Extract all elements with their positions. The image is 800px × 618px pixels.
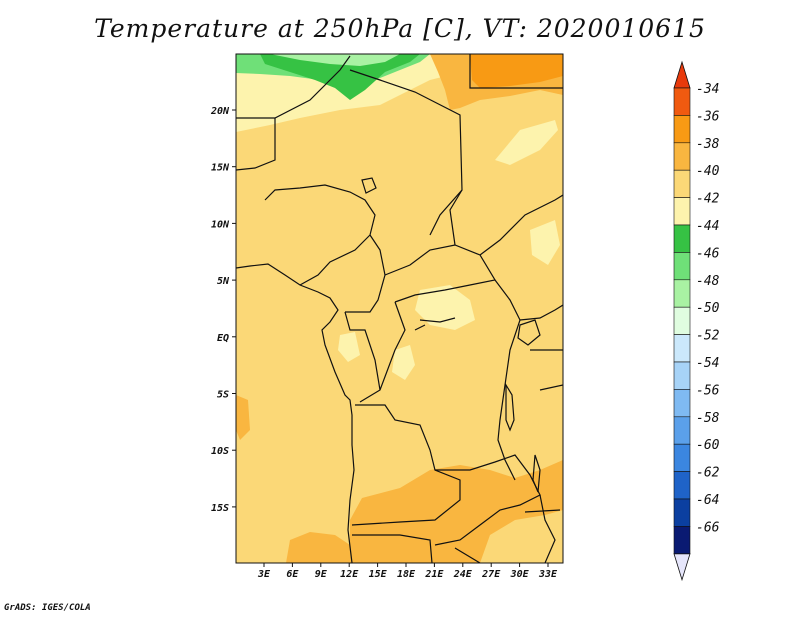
lake-victoria <box>517 319 541 346</box>
lat-tick-label: 5S <box>217 390 229 401</box>
colorbar-bottom-arrow <box>673 553 691 582</box>
colorbar-level-label: -34 <box>696 82 719 97</box>
longitude-axis: 3E 6E 9E 12E 15E 18E 21E 24E 27E 30E 33E <box>257 563 558 580</box>
colorbar-level-label: -36 <box>696 109 720 124</box>
colorbar-segment <box>673 142 691 171</box>
lat-tick-label: 5N <box>217 276 230 287</box>
colorbar-segment <box>673 169 691 198</box>
lon-tick-label: 18E <box>397 569 416 580</box>
lat-tick-label: 15N <box>211 163 230 174</box>
border-libya-algeria <box>236 55 351 119</box>
colorbar-segment <box>673 498 691 527</box>
colorbar-top-arrow <box>673 60 691 89</box>
border-congo <box>344 301 406 403</box>
field-base-southeast <box>480 510 563 563</box>
field-cool-central-2 <box>392 345 415 380</box>
border-drc-east <box>494 279 521 481</box>
colorbar-level-label: -44 <box>696 219 719 234</box>
field-warmer-northeast <box>470 54 563 88</box>
temperature-field <box>236 54 563 563</box>
colorbar-level-label: -64 <box>696 493 719 508</box>
border-mozambique <box>524 494 561 563</box>
grads-credit: GrADS: IGES/COLA <box>4 603 91 613</box>
colorbar-segment <box>673 252 691 281</box>
lat-tick-label: 20N <box>210 106 230 117</box>
border-cameroon <box>345 234 386 313</box>
colorbar-segment <box>673 306 691 335</box>
colorbar-segment <box>673 279 691 308</box>
colorbar-segment <box>673 416 691 445</box>
colorbar-level-label: -42 <box>696 192 720 207</box>
colorbar-segment <box>673 471 691 500</box>
colorbar-level-label: -38 <box>696 137 720 152</box>
lat-tick-label: EQ <box>217 333 229 344</box>
lon-tick-label: 33E <box>538 569 558 580</box>
border-sudan-south <box>449 189 563 256</box>
border-niger-nigeria <box>236 118 276 171</box>
lat-tick-label: 10S <box>211 446 229 457</box>
border-chad-libya <box>349 69 463 236</box>
lon-tick-label: 30E <box>510 569 530 580</box>
colorbar-segment <box>673 87 691 116</box>
colorbar: -34 -36 -38 -40 -42 -44 -46 -48 -50 -52 -54 -56 -58 -… <box>673 60 720 582</box>
lon-tick-label: 12E <box>340 569 359 580</box>
colorbar-level-label: -56 <box>696 383 720 398</box>
colorbar-level-label: -50 <box>696 301 720 316</box>
colorbar-segment <box>673 526 691 555</box>
congo-river <box>414 317 456 331</box>
latitude-axis: 20N 15N 10N 5N EQ 5S 10S 15S <box>210 106 236 514</box>
lake-chad <box>361 177 377 194</box>
lon-tick-label: 21E <box>424 569 444 580</box>
colorbar-segment <box>673 197 691 226</box>
lon-tick-label: 15E <box>369 569 388 580</box>
colorbar-level-label: -60 <box>696 438 720 453</box>
colorbar-segment <box>673 334 691 363</box>
field-cool-east-2 <box>530 220 560 265</box>
border-nigeria <box>264 184 376 286</box>
country-borders <box>236 54 563 563</box>
colorbar-segment <box>673 389 691 418</box>
border-car <box>384 244 496 303</box>
coastline-west <box>236 263 355 563</box>
colorbar-segment <box>673 443 691 472</box>
colorbar-segment <box>673 361 691 390</box>
colorbar-level-label: -46 <box>696 246 720 261</box>
field-cool-central <box>415 285 475 330</box>
map-title: Temperature at 250hPa [C], VT: 202001061… <box>94 14 706 43</box>
lon-tick-label: 24E <box>453 569 473 580</box>
colorbar-level-label: -62 <box>696 466 720 481</box>
colorbar-level-label: -52 <box>696 329 720 344</box>
lon-tick-label: 6E <box>286 569 299 580</box>
lat-tick-label: 15S <box>211 503 229 514</box>
field-warm-west <box>236 395 250 440</box>
colorbar-level-label: -48 <box>696 274 720 289</box>
border-namibia <box>352 534 481 563</box>
colorbar-segment <box>673 224 691 253</box>
field-cool-east <box>495 120 558 165</box>
colorbar-segment <box>673 115 691 144</box>
lake-tanganyika <box>505 382 515 432</box>
lon-tick-label: 3E <box>257 569 271 580</box>
border-egypt-sudan <box>469 54 563 89</box>
colorbar-level-label: -58 <box>696 411 720 426</box>
colorbar-level-label: -66 <box>696 520 720 535</box>
colorbar-level-label: -54 <box>696 356 719 371</box>
border-east-africa <box>519 304 563 391</box>
lon-tick-label: 27E <box>481 569 501 580</box>
lon-tick-label: 9E <box>315 569 328 580</box>
lake-malawi <box>532 454 541 493</box>
field-warm-southwest <box>286 532 350 563</box>
colorbar-level-label: -40 <box>696 164 720 179</box>
field-green <box>260 54 420 100</box>
plot-frame <box>235 53 564 564</box>
field-pale-green <box>270 54 400 66</box>
lat-tick-label: 10N <box>211 219 230 230</box>
field-cool-central-3 <box>338 332 360 362</box>
